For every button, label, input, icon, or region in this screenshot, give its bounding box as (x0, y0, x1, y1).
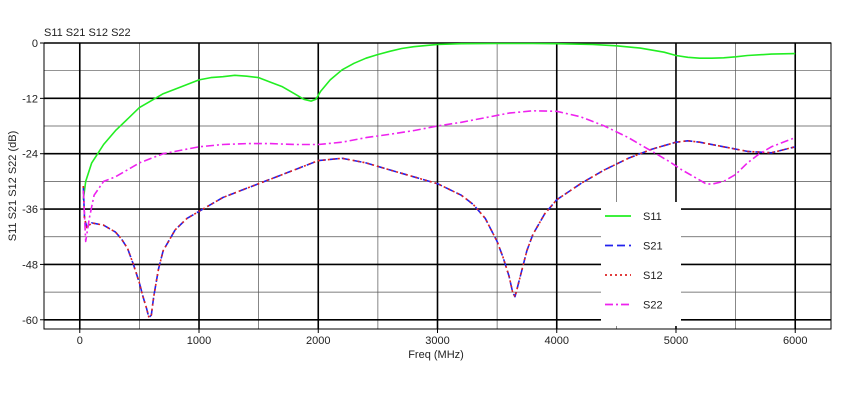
series-line-s22 (82, 110, 796, 243)
series-line-s21 (82, 140, 796, 319)
y-tick-label: -12 (22, 93, 38, 105)
legend-label-s12: S12 (643, 270, 663, 282)
legend-label-s11: S11 (643, 211, 662, 223)
series-layer (82, 42, 796, 319)
x-tick-label: 3000 (425, 335, 449, 347)
x-tick-label: 0 (77, 335, 83, 347)
series-line-s12 (82, 140, 796, 319)
x-tick-label: 6000 (783, 335, 807, 347)
series-line-s11 (82, 42, 796, 200)
y-tick-label: -48 (22, 259, 38, 271)
y-tick-label: -36 (22, 204, 38, 216)
y-tick-label: -24 (22, 149, 38, 161)
legend-box (601, 202, 681, 326)
x-axis-ticks: 0 1000 2000 3000 4000 5000 6000 (77, 329, 807, 347)
legend: S11 S21 S12 S22 (601, 202, 681, 326)
legend-label-s22: S22 (643, 300, 663, 312)
x-tick-label: 1000 (187, 335, 211, 347)
y-tick-label: 0 (32, 38, 38, 50)
x-tick-label: 4000 (545, 335, 569, 347)
x-tick-label: 2000 (306, 335, 330, 347)
y-tick-label: -60 (22, 315, 38, 327)
major-gridlines (44, 42, 831, 329)
y-axis-title: S11 S21 S12 S22 (dB) (7, 131, 19, 241)
x-axis-title: Freq (MHz) (408, 349, 464, 361)
legend-label-s21: S21 (643, 241, 663, 253)
x-tick-label: 5000 (664, 335, 688, 347)
y-axis-ticks: 0 -12 -24 -36 -48 -60 (22, 38, 44, 327)
chart-title: S11 S21 S12 S22 (44, 27, 131, 39)
